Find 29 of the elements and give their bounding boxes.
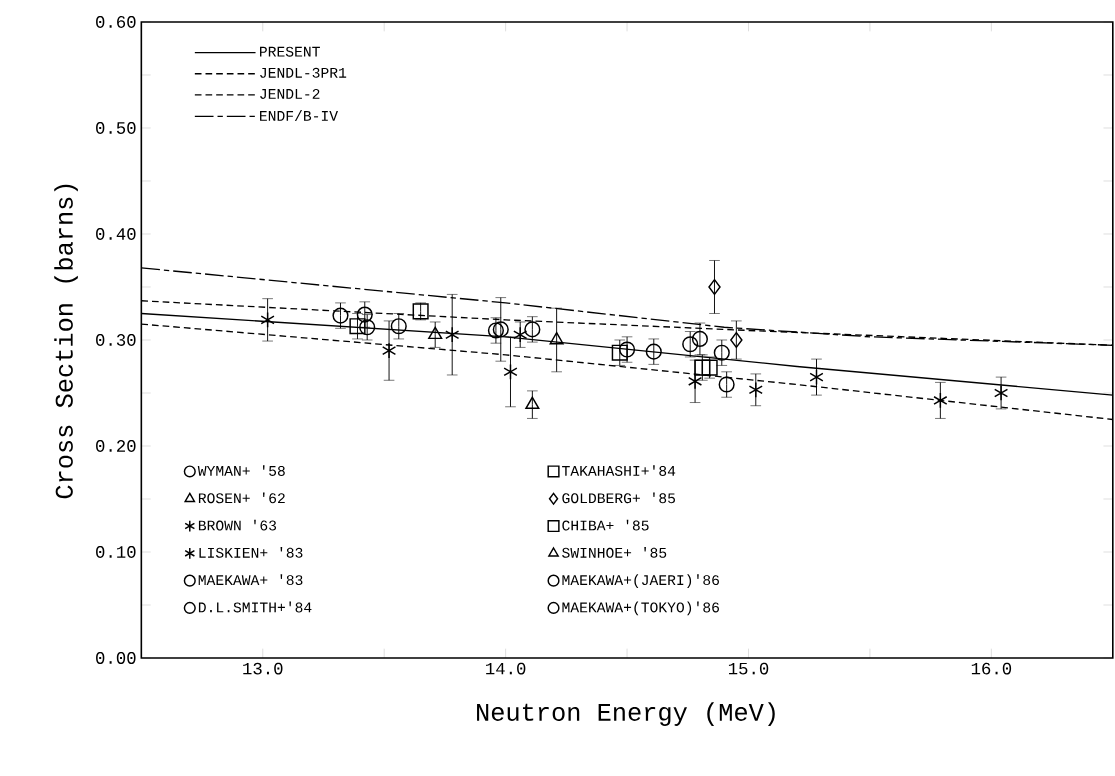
legend-label: LISKIEN+ '83	[199, 547, 303, 558]
legend-label: SWINHOE+ '85	[562, 547, 667, 558]
legend-label: PRESENT	[260, 46, 320, 57]
x-tick-label: 16.0	[971, 662, 1012, 675]
legend-label: TAKAHASHI+'84	[562, 465, 676, 476]
legend-label: ROSEN+ '62	[198, 492, 285, 504]
x-tick-label: 14.0	[486, 662, 526, 675]
legend-label: BROWN '63	[198, 519, 277, 531]
y-tick-label: 0.40	[96, 228, 136, 240]
legend-label: ENDF/B-IV	[260, 110, 338, 121]
legend-label: GOLDBERG+ '85	[562, 492, 675, 504]
legend-label: CHIBA+ '85	[562, 519, 649, 531]
legend-label: JENDL-3PR1	[260, 67, 347, 78]
legend-label: JENDL-2	[260, 88, 320, 99]
legend-label: D.L.SMITH+'84	[198, 601, 312, 613]
x-tick-label: 13.0	[243, 662, 283, 675]
legend-label: MAEKAWA+(TOKYO)'86	[562, 601, 719, 616]
y-tick-label: 0.00	[96, 652, 136, 664]
y-tick-label: 0.60	[96, 16, 136, 28]
x-tick-label: 15.0	[728, 662, 769, 675]
y-tick-label: 0.30	[96, 334, 136, 346]
legend-label: MAEKAWA+(JAERI)'86	[562, 574, 719, 588]
y-tick-label: 0.50	[96, 122, 136, 134]
y-tick-label: 0.10	[96, 546, 136, 558]
y-axis-title: Cross Section (barns)	[54, 184, 78, 499]
legend-label: MAEKAWA+ '83	[198, 574, 303, 586]
x-axis-title: Neutron Energy (MeV)	[477, 702, 775, 726]
legend-label: WYMAN+ '58	[197, 465, 285, 476]
y-tick-label: 0.20	[96, 440, 136, 452]
